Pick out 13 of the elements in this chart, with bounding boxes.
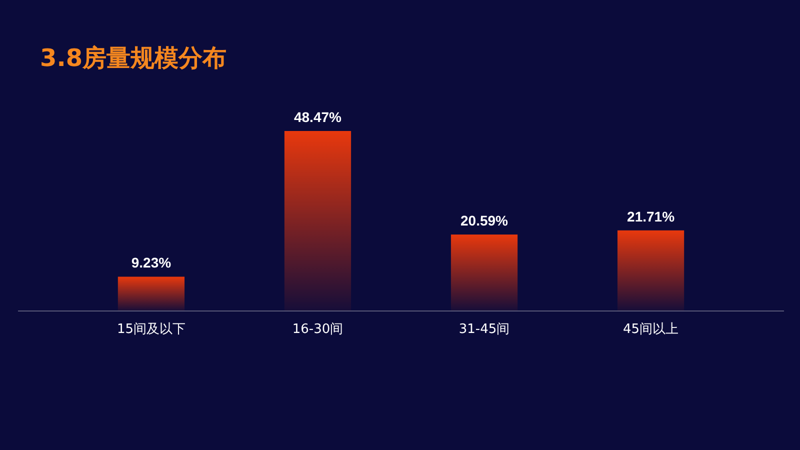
x-tick-label: 15间及以下 <box>116 322 186 337</box>
data-label: 9.23% <box>131 254 172 271</box>
x-tick-label: 31-45间 <box>458 322 510 337</box>
x-tick-label: 16-30间 <box>292 322 344 337</box>
x-tick-label: 45间以上 <box>623 322 679 337</box>
bar <box>284 131 352 311</box>
bar <box>450 234 518 311</box>
bar <box>617 230 684 311</box>
data-label: 20.59% <box>460 212 509 229</box>
chart-title: 3.8房量规模分布 <box>40 44 227 72</box>
bar <box>118 276 185 311</box>
data-label: 48.47% <box>294 109 342 125</box>
data-label: 21.71% <box>627 208 676 224</box>
